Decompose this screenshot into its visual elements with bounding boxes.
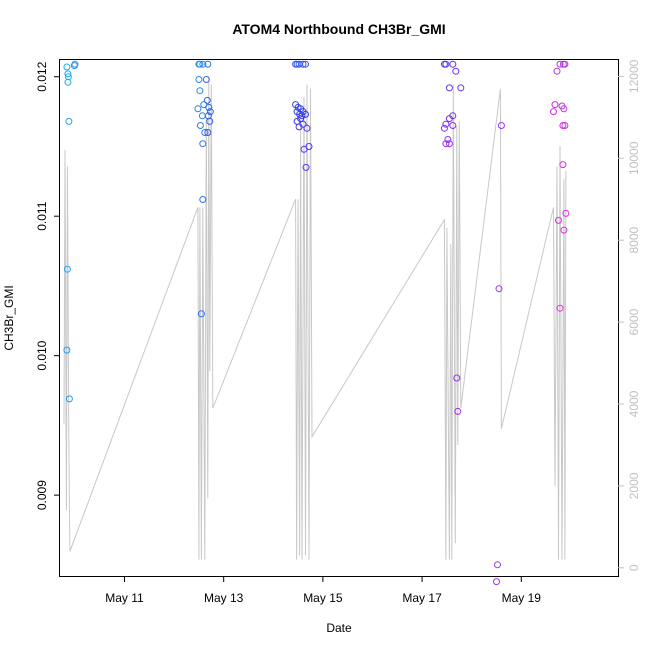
x-axis-label: Date [326,621,352,635]
data-point [493,578,500,586]
data-point [196,87,204,95]
data-point [561,122,569,129]
y-right-tick-label: 8000 [627,227,641,254]
y-right-tick-label: 12000 [627,59,641,93]
data-point [295,123,303,131]
data-point [442,120,450,128]
data-point [303,124,311,132]
data-point [559,122,567,129]
y-left-tick-label: 0.009 [35,480,49,510]
data-point [551,101,559,109]
data-point [202,76,210,83]
x-tick-label: May 15 [303,591,343,605]
data-point [497,122,505,129]
data-point [201,129,209,136]
altitude-line [63,76,567,560]
data-point [205,103,213,111]
data-point [64,70,72,78]
data-point [195,76,203,83]
y-axis-right: 0 2000 4000 6000 8000 10000 12000 [618,59,641,571]
data-point [449,122,457,129]
data-point [204,129,212,136]
data-point [440,124,448,132]
data-point [65,395,73,403]
x-tick-label: May 13 [204,591,244,605]
data-point [63,265,71,273]
data-point [449,60,457,68]
data-point [556,304,564,312]
data-point [299,60,307,68]
data-points-layer [63,60,570,586]
data-point [199,196,207,203]
data-point [302,60,309,68]
data-point [445,84,453,92]
y-left-tick-label: 0.010 [35,340,49,370]
data-point [197,310,205,318]
data-point [305,143,313,150]
data-point [452,67,460,75]
y-right-tick-label: 6000 [627,308,641,335]
data-point [199,140,207,148]
data-point [550,108,557,116]
data-point [445,140,453,148]
plot-frame [59,59,619,577]
y-left-tick-label: 0.011 [35,201,49,230]
data-point [206,108,214,116]
data-point [454,407,462,415]
data-point [561,60,569,68]
altitude-layer [63,76,567,560]
data-point [194,105,202,113]
data-point [442,140,450,148]
chart-title: ATOM4 Northbound CH3Br_GMI [232,21,445,37]
x-tick-label: May 19 [502,591,542,605]
data-point [302,110,309,118]
data-point [64,78,72,86]
data-point [199,60,207,68]
data-point [457,84,465,92]
x-tick-label: May 17 [402,591,442,605]
data-point [302,163,310,171]
y-axis-left: 0.009 0.010 0.011 0.012 [35,61,60,510]
data-point [494,561,501,569]
data-point [203,96,211,104]
data-point [196,122,204,129]
data-point [442,60,450,68]
data-point [198,112,206,120]
data-point [453,374,461,382]
x-axis: May 11 May 13 May 15 May 17 May 19 [105,576,541,605]
y-right-tick-label: 10000 [627,141,641,175]
y-right-tick-label: 4000 [627,390,641,417]
data-point [553,67,561,75]
x-tick-label: May 11 [105,591,144,605]
data-point [70,62,78,70]
data-point [63,346,71,354]
y-axis-label: CH3Br_GMI [2,285,16,350]
data-point [555,216,562,224]
data-point [204,60,212,68]
data-point [65,117,73,125]
data-point [63,63,71,71]
data-point [445,115,453,123]
data-point [444,136,452,143]
data-point [206,117,214,125]
y-left-tick-label: 0.012 [35,61,49,91]
data-point [562,209,570,217]
data-point [559,161,567,169]
data-point [196,60,204,68]
y-right-tick-label: 2000 [627,472,641,499]
data-point [495,285,503,293]
data-point [560,226,568,234]
data-point [560,105,568,113]
y-right-tick-label: 0 [627,564,641,571]
data-point [556,60,564,68]
